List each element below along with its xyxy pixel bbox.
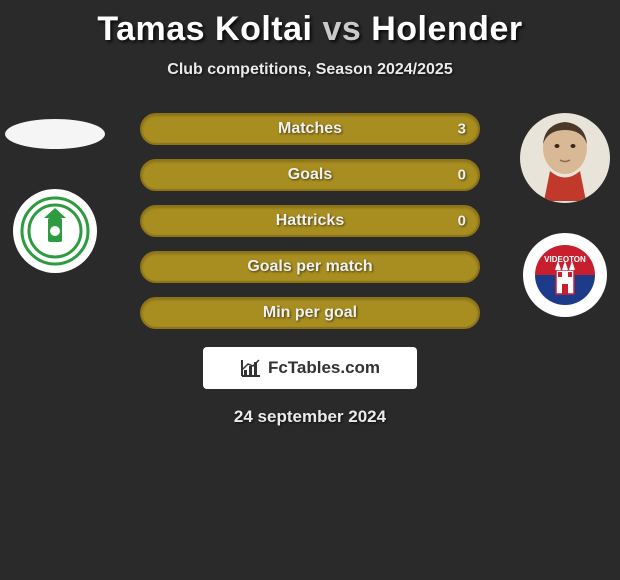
stat-bar: Goals per match	[140, 251, 480, 283]
stat-bar: Min per goal	[140, 297, 480, 329]
player2-club-crest: VIDEOTON	[523, 233, 607, 317]
stat-bar: Hattricks 0	[140, 205, 480, 237]
stat-value-right: 0	[458, 213, 466, 230]
stat-label: Min per goal	[263, 304, 357, 322]
stat-value-right: 0	[458, 167, 466, 184]
stat-bars: Matches 3 Goals 0 Hattricks 0 Goals per match M…	[140, 113, 480, 329]
stat-label: Hattricks	[276, 212, 344, 230]
vs-separator: vs	[322, 10, 361, 48]
comparison-card: Tamas Koltai vs Holender Club competitio…	[0, 0, 620, 427]
left-player-column	[5, 113, 105, 273]
stat-bar: Goals 0	[140, 159, 480, 191]
brand-badge: FcTables.com	[203, 347, 417, 389]
chart-icon	[240, 358, 262, 378]
stat-label: Matches	[278, 120, 342, 138]
player2-avatar	[520, 113, 610, 203]
subtitle: Club competitions, Season 2024/2025	[167, 61, 452, 79]
player1-club-crest	[13, 189, 97, 273]
brand-text: FcTables.com	[268, 358, 380, 378]
player2-name: Holender	[371, 10, 522, 48]
page-title: Tamas Koltai vs Holender	[97, 10, 522, 49]
player1-name: Tamas Koltai	[97, 10, 312, 48]
crest-right-icon: VIDEOTON	[530, 240, 600, 310]
face-icon	[530, 116, 600, 201]
crest-left-icon	[20, 196, 90, 266]
stat-label: Goals per match	[247, 258, 372, 276]
stats-area: Matches 3 Goals 0 Hattricks 0 Goals per match M…	[0, 113, 620, 329]
player1-avatar	[5, 119, 105, 149]
right-player-column: VIDEOTON	[515, 113, 615, 317]
stat-label: Goals	[288, 166, 332, 184]
snapshot-date: 24 september 2024	[234, 407, 386, 427]
stat-bar: Matches 3	[140, 113, 480, 145]
stat-value-right: 3	[458, 121, 466, 138]
